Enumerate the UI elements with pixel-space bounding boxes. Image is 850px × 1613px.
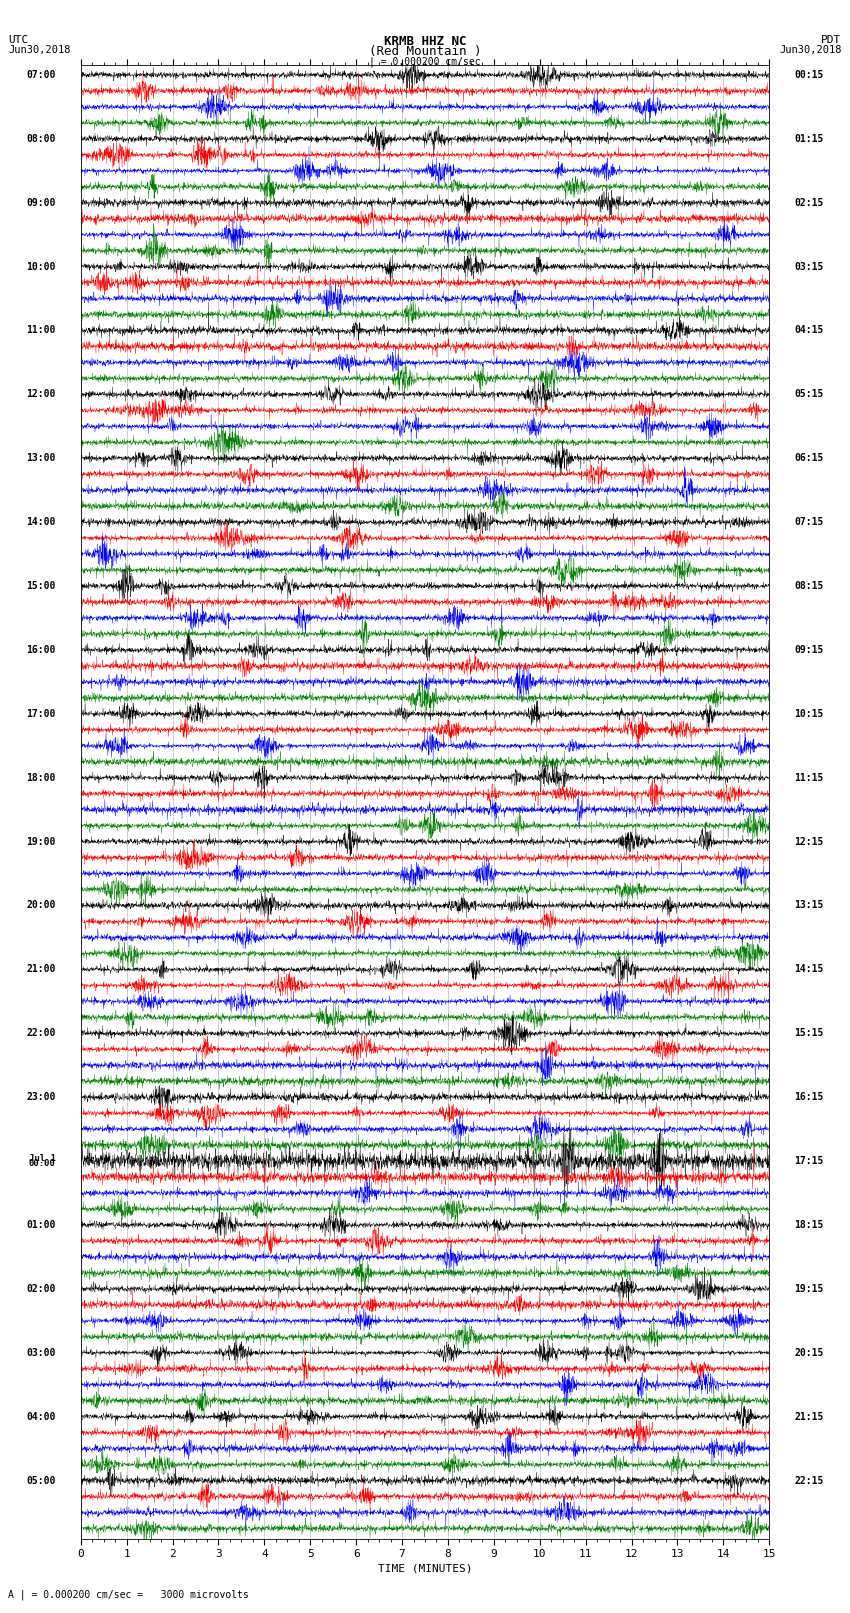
Text: 10:15: 10:15: [795, 708, 824, 719]
Text: 11:00: 11:00: [26, 326, 55, 336]
Text: 07:00: 07:00: [26, 69, 55, 81]
Text: PDT: PDT: [821, 35, 842, 45]
Text: 19:15: 19:15: [795, 1284, 824, 1294]
Text: 17:00: 17:00: [26, 708, 55, 719]
Text: 09:00: 09:00: [26, 198, 55, 208]
Text: 08:15: 08:15: [795, 581, 824, 590]
Text: 01:15: 01:15: [795, 134, 824, 144]
Text: 20:00: 20:00: [26, 900, 55, 910]
Text: 21:15: 21:15: [795, 1411, 824, 1421]
Text: KRMB HHZ NC: KRMB HHZ NC: [383, 35, 467, 48]
Text: 23:00: 23:00: [26, 1092, 55, 1102]
Text: 03:00: 03:00: [26, 1348, 55, 1358]
Text: 10:00: 10:00: [26, 261, 55, 271]
Text: 22:00: 22:00: [26, 1027, 55, 1039]
Text: 22:15: 22:15: [795, 1476, 824, 1486]
Text: 12:00: 12:00: [26, 389, 55, 400]
Text: 15:15: 15:15: [795, 1027, 824, 1039]
Text: 16:00: 16:00: [26, 645, 55, 655]
Text: 13:15: 13:15: [795, 900, 824, 910]
Text: 14:00: 14:00: [26, 518, 55, 527]
Text: 18:00: 18:00: [26, 773, 55, 782]
Text: 02:15: 02:15: [795, 198, 824, 208]
Text: 13:00: 13:00: [26, 453, 55, 463]
Text: 18:15: 18:15: [795, 1219, 824, 1231]
Text: A | = 0.000200 cm/sec =   3000 microvolts: A | = 0.000200 cm/sec = 3000 microvolts: [8, 1589, 249, 1600]
Text: 00:00: 00:00: [29, 1160, 55, 1168]
Text: 09:15: 09:15: [795, 645, 824, 655]
Text: 00:15: 00:15: [795, 69, 824, 81]
Text: UTC: UTC: [8, 35, 29, 45]
Text: 12:15: 12:15: [795, 837, 824, 847]
Text: 21:00: 21:00: [26, 965, 55, 974]
Text: 04:15: 04:15: [795, 326, 824, 336]
Text: 03:15: 03:15: [795, 261, 824, 271]
Text: 05:15: 05:15: [795, 389, 824, 400]
Text: 14:15: 14:15: [795, 965, 824, 974]
Text: Jul 1: Jul 1: [29, 1155, 55, 1163]
X-axis label: TIME (MINUTES): TIME (MINUTES): [377, 1563, 473, 1573]
Text: 11:15: 11:15: [795, 773, 824, 782]
Text: 16:15: 16:15: [795, 1092, 824, 1102]
Text: 01:00: 01:00: [26, 1219, 55, 1231]
Text: 06:15: 06:15: [795, 453, 824, 463]
Text: 15:00: 15:00: [26, 581, 55, 590]
Text: | = 0.000200 cm/sec: | = 0.000200 cm/sec: [369, 56, 481, 68]
Text: Jun30,2018: Jun30,2018: [8, 45, 71, 55]
Text: 05:00: 05:00: [26, 1476, 55, 1486]
Text: 08:00: 08:00: [26, 134, 55, 144]
Text: 02:00: 02:00: [26, 1284, 55, 1294]
Text: 19:00: 19:00: [26, 837, 55, 847]
Text: 04:00: 04:00: [26, 1411, 55, 1421]
Text: 20:15: 20:15: [795, 1348, 824, 1358]
Text: Jun30,2018: Jun30,2018: [779, 45, 842, 55]
Text: 07:15: 07:15: [795, 518, 824, 527]
Text: 17:15: 17:15: [795, 1157, 824, 1166]
Text: (Red Mountain ): (Red Mountain ): [369, 45, 481, 58]
